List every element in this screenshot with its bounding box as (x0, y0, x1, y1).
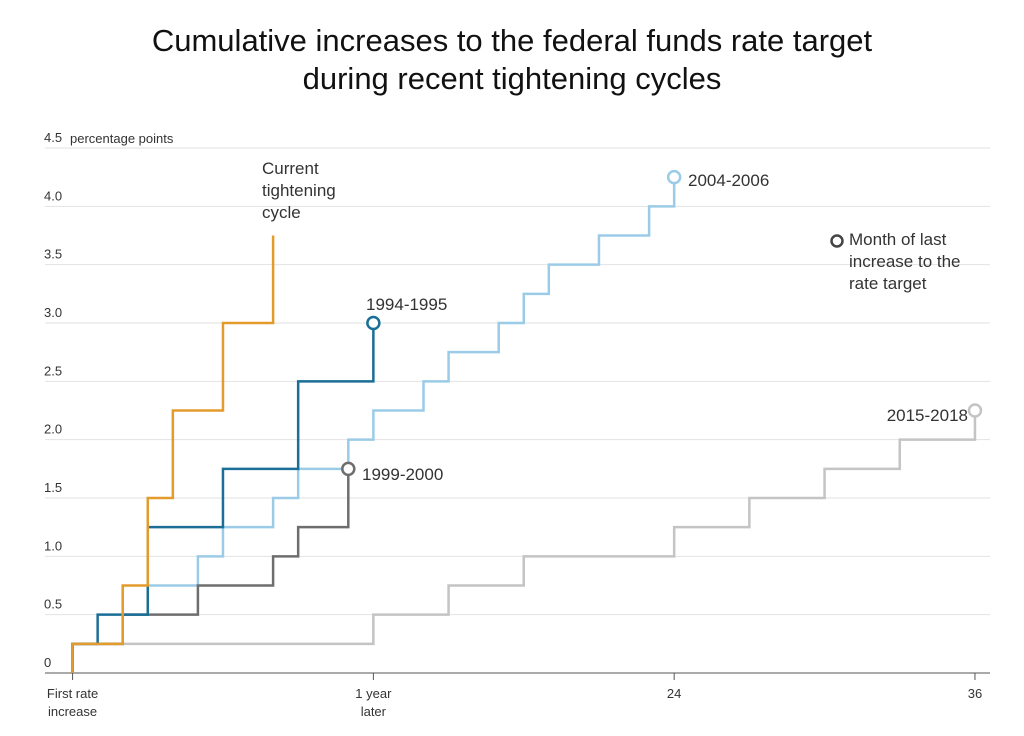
y-tick-label: 1.0 (44, 538, 62, 553)
end-marker (967, 403, 983, 418)
y-tick-label: 0 (44, 655, 51, 670)
y-tick-label: 4.5 (44, 130, 62, 145)
note-text: Month of last increase to the rate targe… (849, 230, 961, 293)
x-tick-label: 24 (666, 686, 682, 701)
step-line (71, 235, 275, 673)
series-label: 2015-2018 (886, 406, 968, 425)
y-tick-label: 0.5 (44, 597, 62, 612)
end-marker (366, 315, 381, 331)
series-label: Current tightening cycle (262, 159, 336, 222)
y-tick-label: 2.0 (44, 422, 62, 437)
end-marker (666, 169, 682, 185)
y-tick-label: 2.5 (44, 363, 62, 378)
x-tick-label: 1 year later (355, 686, 392, 719)
x-tick-label: First rate increase (46, 686, 99, 719)
step-line (71, 410, 977, 673)
y-axis-label: percentage points (70, 131, 174, 146)
y-tick-label: 3.5 (44, 247, 62, 262)
series-label: 2004-2006 (688, 171, 770, 190)
step-line (71, 177, 676, 673)
chart-title: Cumulative increases to the federal fund… (151, 23, 873, 96)
y-tick-label: 1.5 (44, 480, 62, 495)
note-marker (830, 234, 844, 248)
x-tick-label: 36 (967, 686, 983, 701)
end-marker (341, 461, 356, 477)
y-tick-label: 4.0 (44, 188, 62, 203)
step-line (71, 468, 350, 673)
series-label: 1999-2000 (362, 465, 444, 484)
y-tick-label: 3.0 (44, 305, 62, 320)
series-label: 1994-1995 (366, 295, 448, 314)
